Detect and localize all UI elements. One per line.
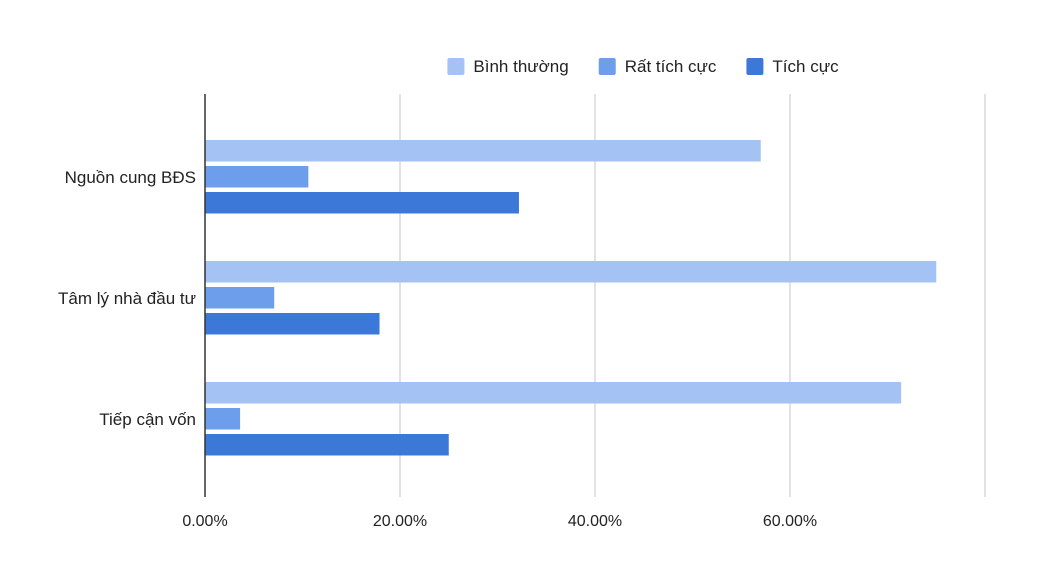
legend-label: Bình thường xyxy=(473,57,568,76)
bar-1-3 xyxy=(205,382,902,404)
category-label: Nguồn cung BĐS xyxy=(65,168,196,187)
legend-label: Rất tích cực xyxy=(625,57,717,76)
x-tick-label: 40.00% xyxy=(568,513,622,530)
x-tick-label: 20.00% xyxy=(373,513,427,530)
bar-2-3 xyxy=(205,408,241,430)
bar-3-2 xyxy=(205,313,380,335)
bar-2-1 xyxy=(205,166,309,188)
x-tick-label: 60.00% xyxy=(763,513,817,530)
x-tick-label: 0.00% xyxy=(182,513,227,530)
category-label: Tâm lý nhà đầu tư xyxy=(58,289,196,308)
category-label: Tiếp cận vốn xyxy=(99,410,196,429)
bars xyxy=(205,140,937,456)
bar-2-2 xyxy=(205,287,275,309)
bar-1-2 xyxy=(205,261,937,283)
axis-labels: Nguồn cung BĐS Tâm lý nhà đầu tư Tiếp cận … xyxy=(58,168,817,530)
bar-3-1 xyxy=(205,192,519,214)
bar-3-3 xyxy=(205,434,449,456)
legend-swatch xyxy=(598,58,616,75)
legend-swatch xyxy=(746,58,764,75)
legend-label: Tích cực xyxy=(772,57,839,76)
legend: Bình thường Rất tích cực Tích cực xyxy=(447,57,839,76)
legend-swatch xyxy=(447,58,465,75)
bar-1-1 xyxy=(205,140,761,162)
